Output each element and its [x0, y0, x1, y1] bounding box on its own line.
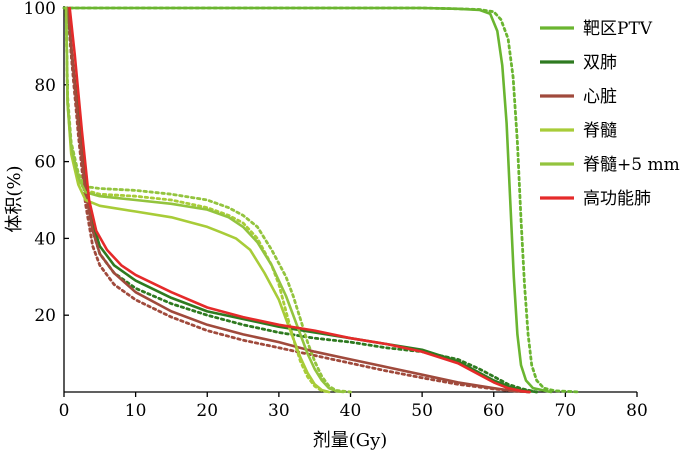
y-tick-label: 60 [34, 153, 56, 173]
legend-label: 脊髓 [583, 121, 617, 141]
series-0-plan-1-curve [62, 6, 553, 394]
x-tick-label: 50 [411, 401, 433, 421]
y-ticks: 20 40 60 80 100 [24, 0, 69, 326]
y-axis-title: 体积(%) [4, 165, 25, 232]
x-tick-label: 40 [340, 401, 362, 421]
legend-label: 心脏 [583, 87, 617, 107]
x-ticks: 0 10 20 30 40 50 60 70 80 [59, 392, 648, 421]
y-tick-label: 40 [34, 229, 56, 249]
curves [62, 6, 582, 394]
series-5-plan-1-curve [68, 6, 531, 394]
legend-label: 脊髓+5 mm [583, 155, 680, 175]
legend-label: 靶区PTV [583, 19, 653, 39]
x-tick-label: 0 [59, 401, 70, 421]
x-tick-label: 20 [196, 401, 218, 421]
series-3-plan-2-curve [64, 6, 331, 394]
x-axis-title: 剂量(Gy) [313, 430, 388, 451]
series-3-plan-1-curve [64, 6, 331, 394]
y-tick-label: 80 [34, 76, 56, 96]
series-2-plan-1-curve [66, 6, 531, 394]
series-2-plan-2-curve [66, 6, 531, 394]
y-tick-label: 20 [34, 306, 56, 326]
y-tick-label: 100 [24, 0, 56, 19]
x-tick-label: 80 [626, 401, 648, 421]
x-tick-label: 60 [483, 401, 505, 421]
legend-label: 双肺 [583, 53, 617, 73]
x-tick-label: 10 [125, 401, 147, 421]
legend-label: 高功能肺 [583, 189, 651, 209]
series-4-plan-1-curve [64, 6, 345, 394]
series-4-plan-2-curve [64, 6, 352, 394]
x-tick-label: 30 [268, 401, 290, 421]
x-tick-label: 70 [555, 401, 577, 421]
